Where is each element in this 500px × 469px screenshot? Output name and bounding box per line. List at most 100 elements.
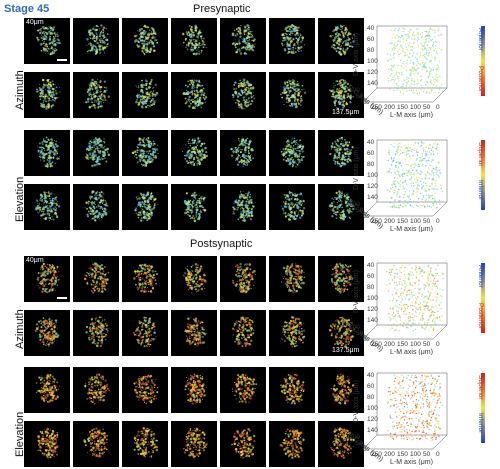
lm-tick-label: 100 xyxy=(410,218,421,225)
pre-azimuth-tile xyxy=(73,72,119,118)
rc-axis-label: R-C axis (μm) xyxy=(346,321,384,353)
rc-tick-label: 0 xyxy=(363,213,367,220)
dv-tick-label: 80 xyxy=(367,394,375,401)
pre-elevation-tile xyxy=(318,184,364,230)
dv-tick-label: 40 xyxy=(367,25,375,32)
presynaptic-azimuth-3d-plot: 40 60 80 100 120 140 D-V axis (μm) 250 200 150 100… xyxy=(345,18,495,118)
lm-tick-label: 0 xyxy=(436,218,440,225)
pre-azimuth-tile xyxy=(122,18,168,64)
postsynaptic-title: Postsynaptic xyxy=(190,238,253,250)
scale-label: 40μm xyxy=(26,257,44,264)
plot-frame-line xyxy=(362,201,378,217)
lm-axis-label: L-M axis (μm) xyxy=(390,226,433,232)
plot-frame-line xyxy=(432,87,448,103)
rc-tick-label: 0 xyxy=(363,99,367,106)
rc-axis-label: R-C axis (μm) xyxy=(346,198,384,230)
lm-tick-label: 150 xyxy=(397,341,408,348)
lm-tick-label: 250 xyxy=(371,218,382,225)
rc-tick-label: 50 xyxy=(356,93,364,100)
stage-label: Stage 45 xyxy=(4,3,50,15)
colorbar xyxy=(481,263,485,333)
lm-tick-label: 100 xyxy=(410,341,421,348)
lm-tick-label: 50 xyxy=(423,451,431,458)
lm-tick-label: 200 xyxy=(384,341,395,348)
dv-tick-label: 80 xyxy=(367,47,375,54)
depth-label: 137.5μm xyxy=(332,109,360,116)
post-azimuth-tile xyxy=(73,310,119,356)
scale-bar xyxy=(57,297,67,299)
pre-elevation-tile xyxy=(220,130,266,176)
plot-frame-line xyxy=(432,201,448,217)
dv-tick-label: 60 xyxy=(367,36,375,43)
post-elevation-tile xyxy=(171,367,217,413)
lm-tick-label: 0 xyxy=(436,104,440,111)
plot-frame-line xyxy=(432,434,448,450)
lm-tick-label: 0 xyxy=(436,451,440,458)
colorbar-top-label: Anterior xyxy=(477,28,484,52)
pre-elevation-tile xyxy=(171,130,217,176)
pre-azimuth-tile xyxy=(318,18,364,64)
rc-tick-label: 100 xyxy=(349,434,360,441)
plot-frame-line xyxy=(362,324,378,340)
rc-tick-label: 50 xyxy=(356,207,364,214)
colorbar-top-label: Anterior xyxy=(477,265,484,289)
dv-tick-label: 100 xyxy=(367,405,378,412)
lm-tick-label: 50 xyxy=(423,104,431,111)
post-elevation-tile xyxy=(220,421,266,467)
post-azimuth-tile xyxy=(220,310,266,356)
post-azimuth-tile xyxy=(171,256,217,302)
rc-axis-label: R-C axis (μm) xyxy=(346,431,384,463)
rc-tick-label: 50 xyxy=(356,440,364,447)
dv-tick-label: 80 xyxy=(367,161,375,168)
post-elevation-tile xyxy=(269,367,315,413)
pre-elevation-tile xyxy=(318,130,364,176)
pre-azimuth-tile xyxy=(269,18,315,64)
pre-elevation-tile xyxy=(122,130,168,176)
pre-elevation-tile xyxy=(73,184,119,230)
pre-elevation-tile xyxy=(122,184,168,230)
scale-bar xyxy=(57,59,67,61)
dv-tick-label: 60 xyxy=(367,150,375,157)
pre-azimuth-tile xyxy=(73,18,119,64)
dv-tick-label: 60 xyxy=(367,383,375,390)
post-azimuth-tile xyxy=(171,310,217,356)
post-elevation-tile xyxy=(122,421,168,467)
dv-tick-label: 140 xyxy=(367,427,378,434)
rc-tick-label: 100 xyxy=(349,324,360,331)
colorbar-bottom-label: Inferior xyxy=(477,180,484,201)
pre-elevation-tile xyxy=(171,184,217,230)
colorbar xyxy=(481,140,485,210)
pre-azimuth-tile xyxy=(220,18,266,64)
post-azimuth-tile xyxy=(269,310,315,356)
lm-tick-label: 250 xyxy=(371,451,382,458)
dv-tick-label: 140 xyxy=(367,317,378,324)
colorbar xyxy=(481,26,485,96)
post-elevation-tile xyxy=(24,421,70,467)
dv-tick-label: 40 xyxy=(367,372,375,379)
dv-tick-label: 40 xyxy=(367,139,375,146)
pre-azimuth-tile xyxy=(122,72,168,118)
postsynaptic-azimuth-3d-plot: 40 60 80 100 120 140 D-V axis (μm) 250 200 150 100… xyxy=(345,255,495,355)
post-azimuth-tile xyxy=(24,310,70,356)
colorbar-bottom-label: Posterior xyxy=(477,66,484,93)
lm-axis-label: L-M axis (μm) xyxy=(390,459,433,465)
rc-tick-label: 0 xyxy=(363,446,367,453)
post-elevation-tile xyxy=(73,421,119,467)
lm-tick-label: 150 xyxy=(397,218,408,225)
lm-tick-label: 250 xyxy=(371,104,382,111)
post-azimuth-tile xyxy=(220,256,266,302)
dv-tick-label: 80 xyxy=(367,284,375,291)
post-azimuth-tile xyxy=(73,256,119,302)
lm-tick-label: 100 xyxy=(410,104,421,111)
pre-elevation-tile xyxy=(269,184,315,230)
dv-tick-label: 140 xyxy=(367,80,378,87)
dv-axis-label: D-V axis (μm) xyxy=(353,380,360,423)
presynaptic-title: Presynaptic xyxy=(193,3,251,15)
plot-frame-line xyxy=(432,324,448,340)
dv-tick-label: 60 xyxy=(367,273,375,280)
pre-azimuth-tile xyxy=(269,72,315,118)
rc-tick-label: 50 xyxy=(356,330,364,337)
lm-tick-label: 100 xyxy=(410,451,421,458)
pre-azimuth-tile xyxy=(220,72,266,118)
post-azimuth-tile xyxy=(122,256,168,302)
